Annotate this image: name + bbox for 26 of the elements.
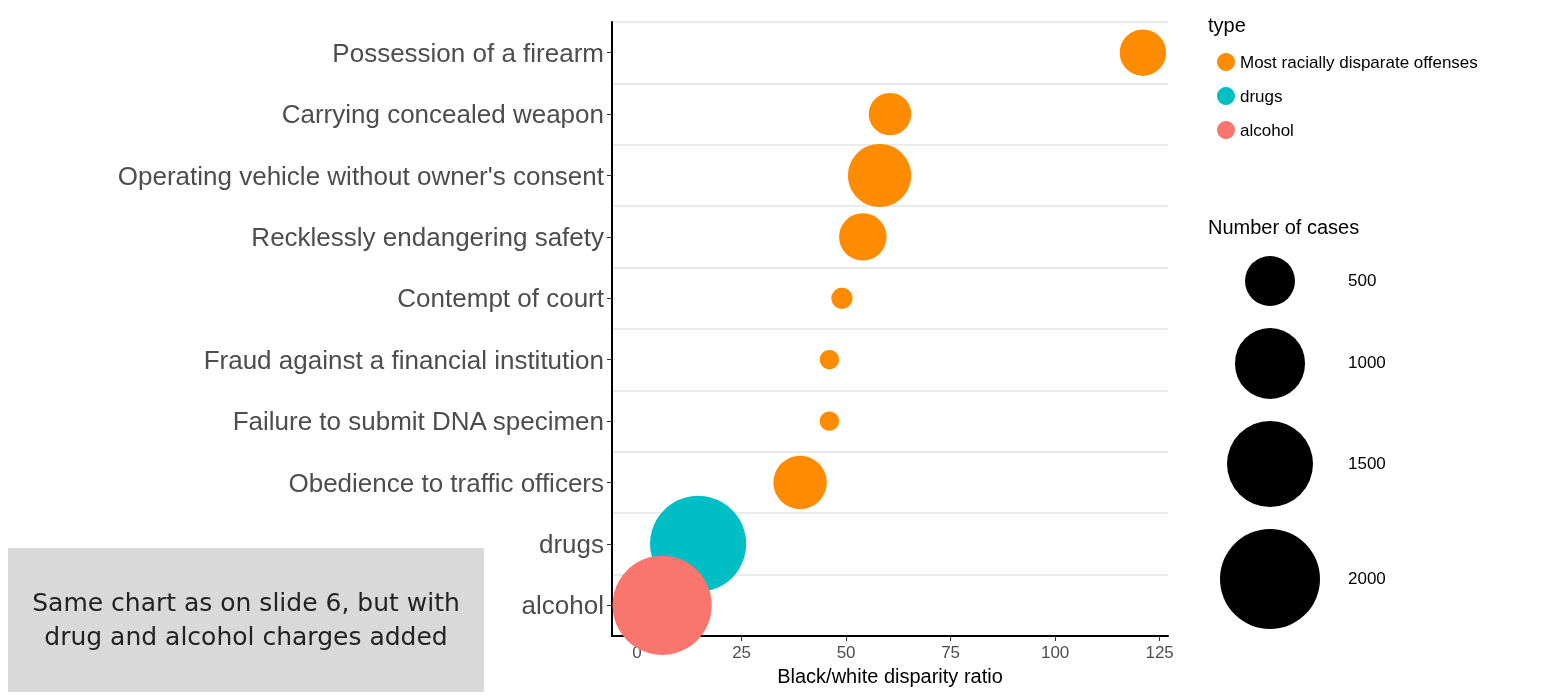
x-tick-label: 75 [941, 643, 961, 662]
legend-label: drugs [1240, 86, 1283, 106]
y-tick-label: Carrying concealed weapon [281, 99, 604, 130]
y-tick-label: alcohol [521, 590, 604, 621]
x-tick-label: 125 [1145, 643, 1174, 662]
y-tick-label: drugs [538, 528, 604, 559]
legend-label: Most racially disparate offenses [1240, 52, 1478, 72]
x-axis-title: Black/white disparity ratio [777, 665, 1003, 687]
x-tick-label: 100 [1040, 643, 1070, 662]
legend-label: alcohol [1240, 120, 1294, 140]
text: Same chart as on slide 6, but with drug and alcohol charges added [8, 548, 484, 692]
y-tick-label: Recklessly endangering safety [251, 221, 604, 252]
legend-label: 1000 [1348, 353, 1386, 374]
legend-title: type [1208, 14, 1246, 37]
y-tick-label: Possession of a firearm [332, 37, 604, 68]
y-tick-label: Obedience to traffic officers [288, 467, 604, 498]
y-tick-label: Contempt of court [397, 283, 605, 314]
x-tick-label: 25 [732, 643, 752, 662]
legend-label: 1500 [1348, 454, 1386, 474]
text: Number of cases [1208, 216, 1360, 239]
y-tick-label: Operating vehicle without owner's consent [117, 160, 605, 191]
x-tick-label: 50 [836, 643, 856, 662]
y-tick-label: Fraud against a financial institution [203, 344, 604, 375]
legend-label: 500 [1348, 270, 1377, 291]
legend-label: 2000 [1348, 569, 1386, 590]
y-tick-label: Failure to submit DNA specimen [232, 406, 604, 437]
